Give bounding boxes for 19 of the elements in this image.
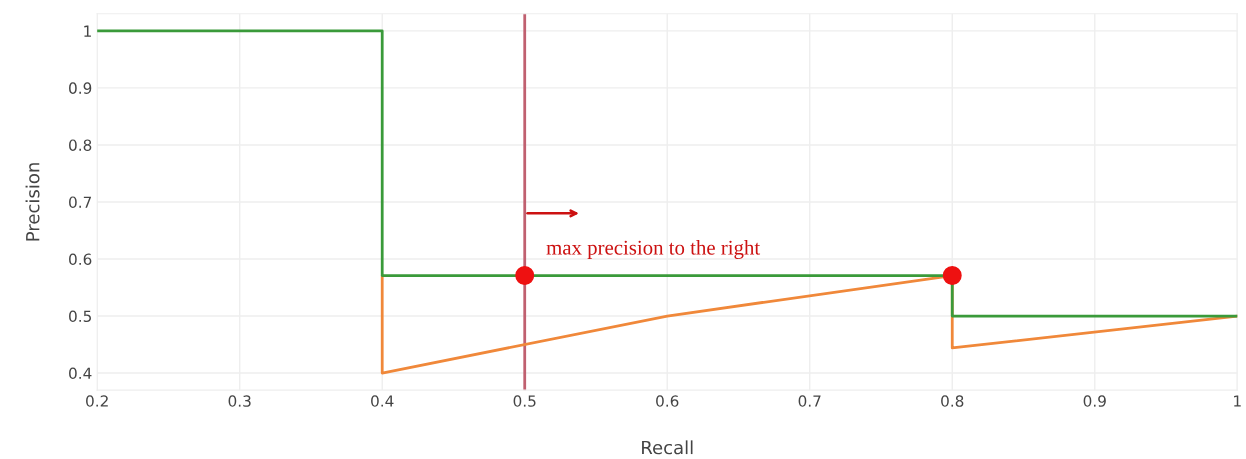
annotation: max precision to the right [546,240,761,259]
x-tick-label: 0.2 [86,395,108,407]
x-tick-label: 0.7 [798,395,821,407]
y-tick-label: 0.8 [69,139,92,151]
y-tick-label: 0.6 [69,253,92,266]
y-tick-label: 0.7 [69,196,92,208]
x-tick-label: 0.8 [941,395,964,407]
y-tick-label: 0.5 [69,310,91,323]
y-tick-label: 0.4 [69,367,92,380]
y-tick-label: 1 [84,25,91,37]
x-tick-label: 0.4 [371,395,394,407]
y-axis-title: Precision [25,163,40,241]
x-tick-label: 0.6 [656,395,679,407]
x-axis-title: Recall [642,440,693,455]
x-tick-label: 0.5 [513,395,536,407]
x-tick-label: 1 [1234,395,1241,407]
x-tick-label: 0.9 [1083,395,1106,407]
y-tick-label: 0.9 [69,82,92,94]
x-tick-label: 0.3 [228,395,251,407]
